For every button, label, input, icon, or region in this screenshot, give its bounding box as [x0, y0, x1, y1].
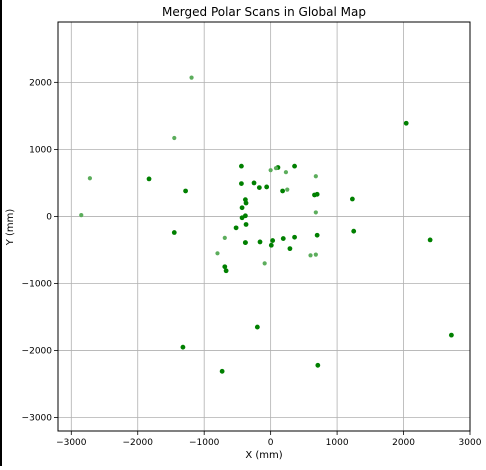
- scatter-point: [222, 264, 228, 270]
- scatter-point: [448, 332, 454, 338]
- scatter-point: [189, 75, 194, 80]
- scatter-point: [242, 240, 248, 245]
- scatter-point: [243, 222, 249, 227]
- grid-lines: [58, 22, 471, 431]
- x-tick-label: 3000: [459, 438, 482, 448]
- scatter-point: [313, 252, 318, 257]
- scatter-point: [256, 185, 262, 191]
- scatter-point: [215, 251, 220, 256]
- y-tick-label: 0: [46, 212, 52, 222]
- scatter-point: [270, 238, 276, 243]
- y-tick-label: 2000: [29, 78, 52, 88]
- scatter-point: [262, 261, 267, 266]
- scatter-point: [257, 239, 263, 245]
- y-tick-label: −1000: [22, 279, 53, 289]
- x-tick-label: −1000: [189, 438, 220, 448]
- y-tick-label: 1000: [29, 145, 52, 155]
- scatter-point: [268, 242, 274, 248]
- scatter-point: [264, 184, 270, 190]
- x-tick-label: 2000: [392, 438, 415, 448]
- data-points: [79, 75, 454, 374]
- scatter-point: [233, 225, 239, 231]
- scatter-point: [146, 176, 152, 182]
- x-tick-label: −2000: [123, 438, 154, 448]
- scatter-point: [87, 176, 92, 181]
- chart-title: Merged Polar Scans in Global Map: [162, 5, 366, 19]
- scatter-point: [79, 213, 84, 218]
- scatter-point: [223, 268, 229, 274]
- scatter-point: [219, 368, 225, 374]
- scatter-point: [351, 228, 357, 234]
- scatter-point: [283, 170, 289, 175]
- plot-area: [57, 21, 471, 432]
- x-tick-label: 1000: [326, 438, 349, 448]
- scatter-point: [251, 180, 257, 186]
- y-axis-label: Y (mm): [5, 209, 16, 247]
- scatter-point: [292, 234, 297, 240]
- scatter-point: [180, 344, 186, 350]
- scatter-point: [239, 215, 245, 221]
- scatter-point: [239, 205, 245, 211]
- scatter-point: [285, 187, 290, 192]
- scatter-point: [427, 237, 433, 243]
- scatter-point: [315, 362, 321, 368]
- scatter-point: [308, 253, 313, 258]
- scatter-point: [314, 232, 320, 238]
- scatter-point: [172, 135, 177, 141]
- scatter-point: [171, 230, 177, 235]
- scatter-point: [239, 181, 244, 186]
- y-tick-label: −2000: [22, 347, 53, 357]
- x-tick-label: 0: [268, 438, 274, 448]
- scatter-point: [280, 188, 286, 194]
- scatter-point: [268, 168, 273, 173]
- scatter-point: [403, 120, 409, 126]
- x-tick-label: −3000: [56, 438, 87, 448]
- scatter-point: [243, 200, 249, 206]
- axis-ticks: −3000 −2000 −1000 0 1000 2000 3000 −3000 −2000 −1…: [22, 78, 482, 448]
- scatter-point: [273, 166, 279, 171]
- window-edge: [0, 0, 2, 466]
- scatter-point: [287, 246, 293, 252]
- x-axis-label: X (mm): [245, 450, 282, 461]
- scatter-point: [183, 188, 188, 194]
- scatter-point: [314, 191, 320, 197]
- scatter-point: [254, 324, 260, 330]
- scatter-point: [349, 196, 355, 202]
- y-tick-label: −3000: [22, 414, 53, 424]
- scatter-point: [222, 235, 227, 240]
- scatter-point: [239, 163, 244, 169]
- scatter-point: [292, 163, 297, 169]
- scatter-point: [313, 210, 318, 215]
- scatter-point: [280, 236, 286, 241]
- scatter-point: [313, 174, 318, 179]
